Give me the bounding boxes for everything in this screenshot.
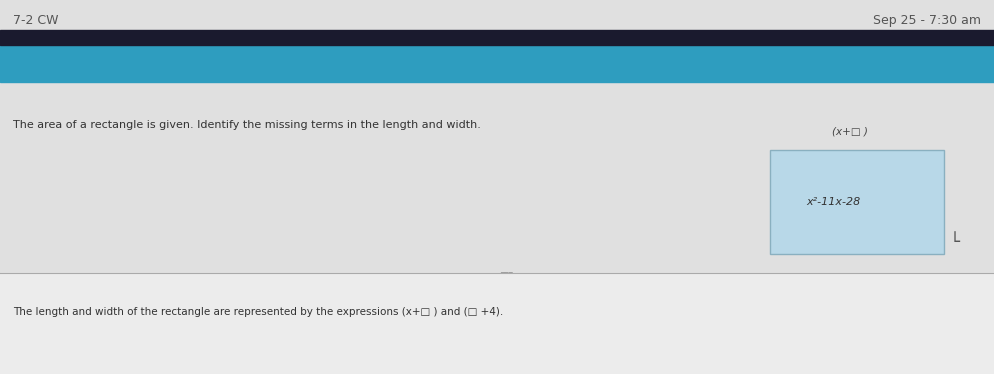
Text: The area of a rectangle is given. Identify the missing terms in the length and w: The area of a rectangle is given. Identi… — [13, 120, 481, 130]
Text: 7-2 CW: 7-2 CW — [13, 14, 59, 27]
Text: └: └ — [949, 233, 959, 251]
Bar — [0, 273, 994, 374]
Bar — [0, 30, 994, 45]
Text: Sep 25 - 7:30 am: Sep 25 - 7:30 am — [873, 14, 981, 27]
Bar — [0, 45, 994, 82]
Text: (x+□ ): (x+□ ) — [832, 126, 868, 137]
Text: The length and width of the rectangle are represented by the expressions (x+□ ) : The length and width of the rectangle ar… — [13, 307, 503, 317]
FancyBboxPatch shape — [770, 150, 944, 254]
Text: x²-11x-28: x²-11x-28 — [806, 197, 860, 207]
Text: ───: ─── — [501, 270, 513, 276]
